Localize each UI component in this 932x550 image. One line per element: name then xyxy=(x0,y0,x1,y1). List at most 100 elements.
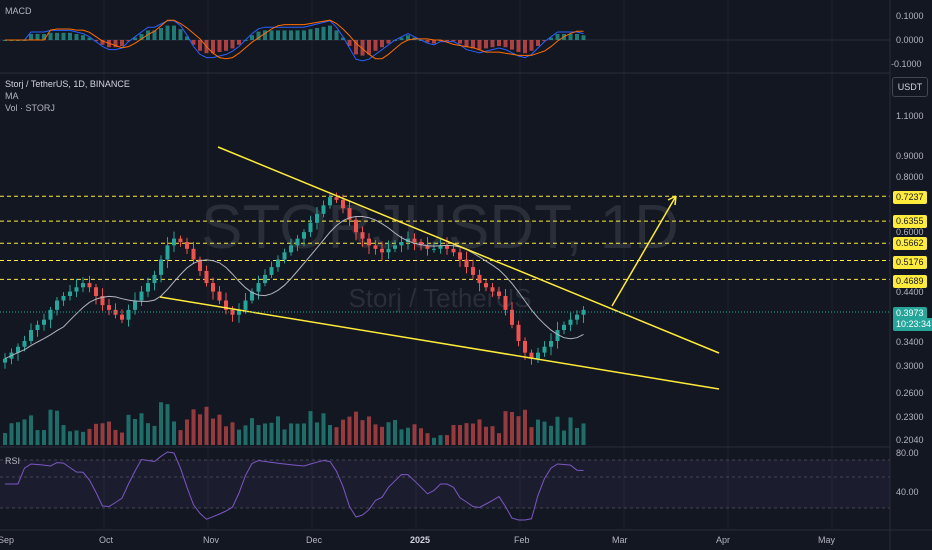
macd-histogram-bar xyxy=(42,34,46,40)
time-label: Mar xyxy=(612,535,628,545)
macd-histogram-bar xyxy=(198,40,202,51)
candle-body xyxy=(250,291,254,301)
macd-histogram-bar xyxy=(425,40,430,43)
macd-histogram-bar xyxy=(516,40,521,52)
currency-button[interactable]: USDT xyxy=(892,77,928,97)
macd-histogram-bar xyxy=(360,40,365,56)
volume-bar xyxy=(568,417,573,445)
rsi-tick: 80.00 xyxy=(896,448,919,458)
macd-histogram-bar xyxy=(269,30,274,40)
candle-body xyxy=(438,245,443,249)
macd-histogram-bar xyxy=(406,35,410,40)
moving-average-line xyxy=(4,216,584,360)
macd-histogram-bar xyxy=(237,40,241,45)
volume-bar xyxy=(347,416,352,445)
candle-body xyxy=(94,287,98,296)
candle-body xyxy=(497,291,501,296)
volume-bar xyxy=(490,426,495,445)
macd-tick: 0.0000 xyxy=(896,35,924,45)
level-badge: 0.7237 xyxy=(893,191,927,204)
candle-body xyxy=(490,287,495,292)
time-label: May xyxy=(818,535,836,545)
candle-body xyxy=(185,241,189,249)
macd-histogram-bar xyxy=(94,40,98,42)
volume-bar xyxy=(29,415,33,445)
volume-bar xyxy=(425,433,430,445)
candle-body xyxy=(139,291,144,301)
macd-histogram-bar xyxy=(29,34,33,40)
candle-body xyxy=(146,283,150,292)
volume-bar xyxy=(523,409,527,445)
volume-bar xyxy=(451,425,456,445)
volume-bar xyxy=(555,416,560,445)
candle-body xyxy=(256,283,261,292)
candle-body xyxy=(87,283,92,288)
symbol-title[interactable]: Storj / TetherUS, 1D, BINANCE xyxy=(5,79,130,89)
macd-histogram-bar xyxy=(497,40,501,46)
volume-indicator-label[interactable]: Vol · STORJ xyxy=(5,103,55,113)
candle-body xyxy=(425,245,430,249)
time-label: Apr xyxy=(716,535,731,545)
volume-bar xyxy=(477,419,482,445)
candle-body xyxy=(568,319,573,325)
candle-body xyxy=(61,295,66,301)
macd-histogram-bar xyxy=(315,28,319,40)
macd-histogram-bar xyxy=(542,40,547,42)
macd-histogram-bar xyxy=(458,40,462,44)
macd-histogram-bar xyxy=(256,31,261,40)
macd-histogram-bar xyxy=(295,30,300,40)
macd-histogram-bar xyxy=(523,40,527,54)
candle-body xyxy=(198,259,202,271)
candle-body xyxy=(16,346,20,353)
ma-indicator-label[interactable]: MA xyxy=(5,91,19,101)
macd-histogram-bar xyxy=(48,32,53,40)
macd-histogram-bar xyxy=(178,29,183,40)
macd-histogram-bar xyxy=(133,37,137,40)
macd-line xyxy=(5,20,584,62)
candle-body xyxy=(133,300,137,310)
candle-body xyxy=(126,309,131,320)
volume-bar xyxy=(165,404,170,445)
volume-bar xyxy=(419,428,423,445)
candle-body xyxy=(321,205,326,214)
volume-bar xyxy=(256,425,261,445)
candle-body xyxy=(334,197,339,200)
volume-bar xyxy=(61,425,66,445)
macd-histogram-bar xyxy=(432,40,436,44)
macd-histogram-bar xyxy=(276,30,280,40)
candle-body xyxy=(282,252,287,260)
macd-histogram-bar xyxy=(146,30,150,40)
candle-body xyxy=(237,309,241,315)
macd-histogram-bar xyxy=(575,34,579,40)
volume-bar xyxy=(373,424,378,445)
candle-body xyxy=(113,309,118,315)
candle-body xyxy=(22,341,27,347)
volume-bar xyxy=(230,422,235,445)
macd-histogram-bar xyxy=(87,37,92,40)
rsi-label: RSI xyxy=(5,456,21,466)
macd-histogram-bar xyxy=(217,40,222,52)
candle-body xyxy=(55,300,59,310)
volume-bar xyxy=(575,427,579,445)
macd-histogram-bar xyxy=(399,37,404,40)
price-tick: 0.8000 xyxy=(896,172,924,182)
candle-body xyxy=(308,222,313,233)
candle-body xyxy=(575,314,579,320)
candle-body xyxy=(81,283,85,288)
macd-histogram-bar xyxy=(341,37,345,40)
macd-histogram-bar xyxy=(451,40,456,42)
candle-body xyxy=(360,232,365,239)
volume-bar xyxy=(250,418,254,445)
macd-histogram-bar xyxy=(549,37,553,40)
volume-bar xyxy=(146,423,150,445)
macd-histogram-bar xyxy=(113,40,118,48)
candle-body xyxy=(412,238,417,242)
macd-histogram-bar xyxy=(484,40,488,49)
volume-bar xyxy=(107,421,111,445)
candle-body xyxy=(152,274,157,284)
time-label: 2025 xyxy=(410,535,431,545)
volume-bar xyxy=(185,419,189,445)
volume-bar xyxy=(328,424,332,445)
breakout-arrowhead xyxy=(667,195,677,206)
